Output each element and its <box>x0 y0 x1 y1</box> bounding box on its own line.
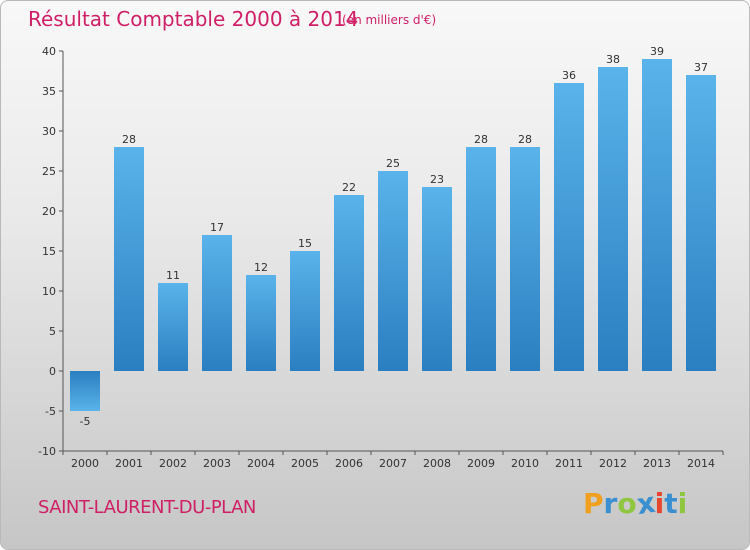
bar-2008 <box>422 187 452 371</box>
y-tick-label: 30 <box>42 125 56 138</box>
bar-2005 <box>290 251 320 371</box>
value-label-2002: 11 <box>166 269 180 282</box>
y-tick-label: 35 <box>42 85 56 98</box>
y-tick-label: 40 <box>42 45 56 58</box>
x-tick-label-2011: 2011 <box>555 457 583 470</box>
x-tick-label-2010: 2010 <box>511 457 539 470</box>
logo-letter: x <box>634 485 657 522</box>
logo-letter: t <box>664 487 678 520</box>
x-tick-label-2000: 2000 <box>71 457 99 470</box>
bar-2009 <box>466 147 496 371</box>
logo-letter: i <box>677 487 688 520</box>
value-label-2004: 12 <box>254 261 268 274</box>
x-tick-label-2002: 2002 <box>159 457 187 470</box>
value-label-2003: 17 <box>210 221 224 234</box>
bar-2002 <box>158 283 188 371</box>
x-tick-label-2012: 2012 <box>599 457 627 470</box>
bar-2014 <box>686 75 716 371</box>
bars-layer: -5 28 11 17 12 15 22 25 23 28 28 36 38 39 37 <box>70 45 716 428</box>
logo-letter: o <box>617 487 637 520</box>
value-label-2010: 28 <box>518 133 532 146</box>
value-label-2001: 28 <box>122 133 136 146</box>
value-label-2006: 22 <box>342 181 356 194</box>
x-tick-label-2009: 2009 <box>467 457 495 470</box>
y-tick-label: 0 <box>49 365 56 378</box>
value-label-2009: 28 <box>474 133 488 146</box>
x-tick-label-2001: 2001 <box>115 457 143 470</box>
bar-2004 <box>246 275 276 371</box>
bar-2000 <box>70 371 100 411</box>
y-tick-label: 15 <box>42 245 56 258</box>
x-tick-label-2013: 2013 <box>643 457 671 470</box>
commune-name: SAINT-LAURENT-DU-PLAN <box>38 497 256 518</box>
proxiti-logo: Proxiti <box>583 485 688 522</box>
x-tick-label-2005: 2005 <box>291 457 319 470</box>
value-label-2005: 15 <box>298 237 312 250</box>
chart-title: Résultat Comptable 2000 à 2014 <box>28 7 359 31</box>
x-tick-label-2007: 2007 <box>379 457 407 470</box>
axis-layer: -10 -5 0 5 10 15 20 25 30 35 40 2000 2001 2002 2003 200… <box>38 45 724 470</box>
bar-2003 <box>202 235 232 371</box>
value-label-2014: 37 <box>694 61 708 74</box>
value-label-2008: 23 <box>430 173 444 186</box>
bar-2006 <box>334 195 364 371</box>
y-tick-label: 5 <box>49 325 56 338</box>
bar-2001 <box>114 147 144 371</box>
bar-2013 <box>642 59 672 371</box>
bar-2011 <box>554 83 584 371</box>
bar-2007 <box>378 171 408 371</box>
y-tick-label: 10 <box>42 285 56 298</box>
x-tick-label-2006: 2006 <box>335 457 363 470</box>
value-label-2013: 39 <box>650 45 664 58</box>
y-tick-label: 25 <box>42 165 56 178</box>
logo-letter: r <box>603 487 618 520</box>
x-tick-label-2014: 2014 <box>687 457 715 470</box>
value-label-2000: -5 <box>80 415 91 428</box>
value-label-2007: 25 <box>386 157 400 170</box>
y-tick-label: 20 <box>42 205 56 218</box>
logo-letter: i <box>654 487 665 520</box>
x-tick-label-2008: 2008 <box>423 457 451 470</box>
x-tick-label-2004: 2004 <box>247 457 275 470</box>
y-tick-label: -10 <box>38 445 56 458</box>
bar-2012 <box>598 67 628 371</box>
y-tick-label: -5 <box>45 405 56 418</box>
value-label-2011: 36 <box>562 69 576 82</box>
logo-letter: P <box>583 487 604 520</box>
value-label-2012: 38 <box>606 53 620 66</box>
chart-subtitle: (en milliers d'€) <box>342 13 437 27</box>
bar-2010 <box>510 147 540 371</box>
x-tick-label-2003: 2003 <box>203 457 231 470</box>
